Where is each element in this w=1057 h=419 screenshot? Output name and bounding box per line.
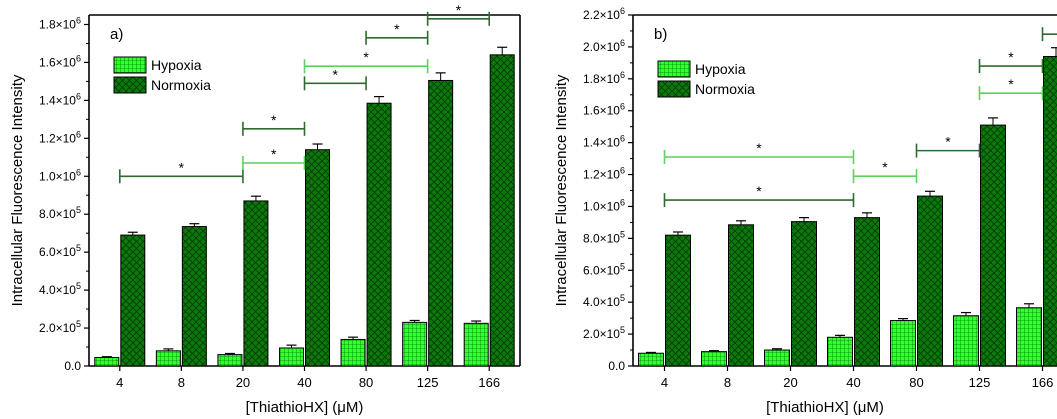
bar-hypoxia bbox=[890, 320, 916, 367]
legend-swatch bbox=[113, 56, 147, 74]
x-tick-label: 4 bbox=[661, 375, 668, 390]
x-axis-title: [ThiathioHX] (μM) bbox=[766, 399, 884, 416]
bar-hypoxia bbox=[463, 322, 489, 367]
bar-hypoxia bbox=[217, 354, 243, 367]
bar-normoxia bbox=[917, 195, 943, 367]
x-axis-title: [ThiathioHX] (μM) bbox=[246, 399, 364, 416]
significance-marker: * bbox=[179, 159, 185, 175]
bar-hypoxia bbox=[279, 347, 304, 367]
x-tick-label: 125 bbox=[969, 375, 991, 390]
y-tick-label: 1.8×106 bbox=[583, 70, 625, 86]
bar-normoxia bbox=[489, 54, 515, 367]
bar-normoxia bbox=[305, 149, 330, 367]
bar-hypoxia bbox=[764, 349, 790, 367]
y-tick-label: 1.6×106 bbox=[39, 53, 81, 69]
bar-hypoxia bbox=[1016, 307, 1042, 367]
legend-swatch bbox=[113, 76, 147, 94]
bar-normoxia bbox=[854, 217, 880, 367]
legend-label: Normoxia bbox=[151, 77, 211, 93]
y-tick-label: 1.6×106 bbox=[583, 102, 625, 118]
significance-marker: * bbox=[1008, 76, 1014, 92]
significance-marker: * bbox=[945, 134, 951, 150]
y-tick-label: 2.2×106 bbox=[583, 6, 625, 22]
bar-hypoxia bbox=[402, 321, 428, 367]
x-tick-label: 20 bbox=[783, 375, 797, 390]
bar-hypoxia bbox=[638, 352, 664, 367]
bar-normoxia bbox=[728, 224, 754, 367]
significance-marker: * bbox=[333, 66, 339, 82]
y-tick-label: 0.0 bbox=[64, 359, 81, 373]
bar-normoxia bbox=[428, 79, 454, 367]
panel-label: a) bbox=[110, 26, 123, 43]
legend-label: Normoxia bbox=[695, 81, 755, 97]
significance-marker: * bbox=[756, 140, 762, 156]
bar-normoxia bbox=[181, 226, 207, 367]
significance-marker: * bbox=[756, 183, 762, 199]
x-tick-label: 166 bbox=[1032, 375, 1054, 390]
y-tick-label: 1.4×106 bbox=[39, 91, 81, 107]
significance-marker: * bbox=[271, 146, 277, 162]
y-tick-label: 2.0×105 bbox=[583, 325, 625, 341]
bar-normoxia bbox=[243, 200, 269, 367]
y-tick-label: 6.0×105 bbox=[39, 243, 81, 259]
y-axis-title: Intracellular Fluorescence Intensity bbox=[9, 74, 26, 306]
significance-marker: * bbox=[456, 2, 462, 18]
legend-label: Hypoxia bbox=[151, 57, 202, 73]
significance-marker: * bbox=[1008, 49, 1014, 65]
panel-label: b) bbox=[654, 26, 667, 43]
legend-label: Hypoxia bbox=[695, 61, 746, 77]
y-tick-label: 4.0×105 bbox=[583, 293, 625, 309]
x-tick-label: 40 bbox=[846, 375, 860, 390]
bar-hypoxia bbox=[701, 351, 727, 367]
bar-normoxia bbox=[980, 124, 1006, 367]
y-axis-title: Intracellular Fluorescence Intensity bbox=[553, 74, 570, 306]
bar-normoxia bbox=[665, 234, 691, 367]
y-tick-label: 4.0×105 bbox=[39, 281, 81, 297]
y-tick-label: 1.2×106 bbox=[39, 129, 81, 145]
bar-normoxia bbox=[120, 234, 146, 367]
y-tick-label: 8.0×105 bbox=[583, 229, 625, 245]
bar-hypoxia bbox=[953, 315, 979, 367]
y-tick-label: 1.8×106 bbox=[39, 15, 81, 31]
x-tick-label: 80 bbox=[359, 375, 373, 390]
significance-marker: * bbox=[882, 159, 888, 175]
bar-hypoxia bbox=[340, 338, 366, 367]
y-tick-label: 1.0×106 bbox=[39, 167, 81, 183]
y-tick-label: 2.0×106 bbox=[583, 38, 625, 54]
significance-marker: * bbox=[271, 112, 277, 128]
x-tick-label: 20 bbox=[236, 375, 250, 390]
legend-swatch bbox=[657, 80, 691, 98]
chart-panel-a: 0.0 2.0×105 4.0×105 6.0×105 8.0×105 1.0×106 1.… bbox=[9, 2, 521, 416]
bar-normoxia bbox=[791, 221, 817, 367]
y-tick-label: 1.0×106 bbox=[583, 197, 625, 213]
x-tick-label: 40 bbox=[297, 375, 311, 390]
y-tick-label: 2.0×105 bbox=[39, 319, 81, 335]
x-tick-label: 4 bbox=[116, 375, 123, 390]
y-tick-label: 8.0×105 bbox=[39, 205, 81, 221]
legend-swatch bbox=[657, 60, 691, 78]
bar-normoxia bbox=[1043, 55, 1057, 367]
x-tick-label: 8 bbox=[178, 375, 185, 390]
bar-hypoxia bbox=[827, 336, 853, 367]
x-tick-label: 80 bbox=[909, 375, 923, 390]
bar-normoxia bbox=[366, 102, 392, 367]
bar-hypoxia bbox=[155, 350, 181, 367]
significance-marker: * bbox=[363, 49, 369, 65]
significance-marker: * bbox=[394, 21, 400, 37]
x-tick-label: 166 bbox=[478, 375, 500, 390]
y-tick-label: 6.0×105 bbox=[583, 261, 625, 277]
y-tick-label: 1.2×106 bbox=[583, 166, 625, 182]
bar-hypoxia bbox=[94, 356, 120, 367]
x-tick-label: 125 bbox=[417, 375, 439, 390]
y-tick-label: 1.4×106 bbox=[583, 134, 625, 150]
chart-panel-b: 0.0 2.0×105 4.0×105 6.0×105 8.0×105 1.0×106 1.… bbox=[553, 6, 1057, 416]
x-tick-label: 8 bbox=[724, 375, 731, 390]
y-tick-label: 0.0 bbox=[608, 359, 625, 373]
